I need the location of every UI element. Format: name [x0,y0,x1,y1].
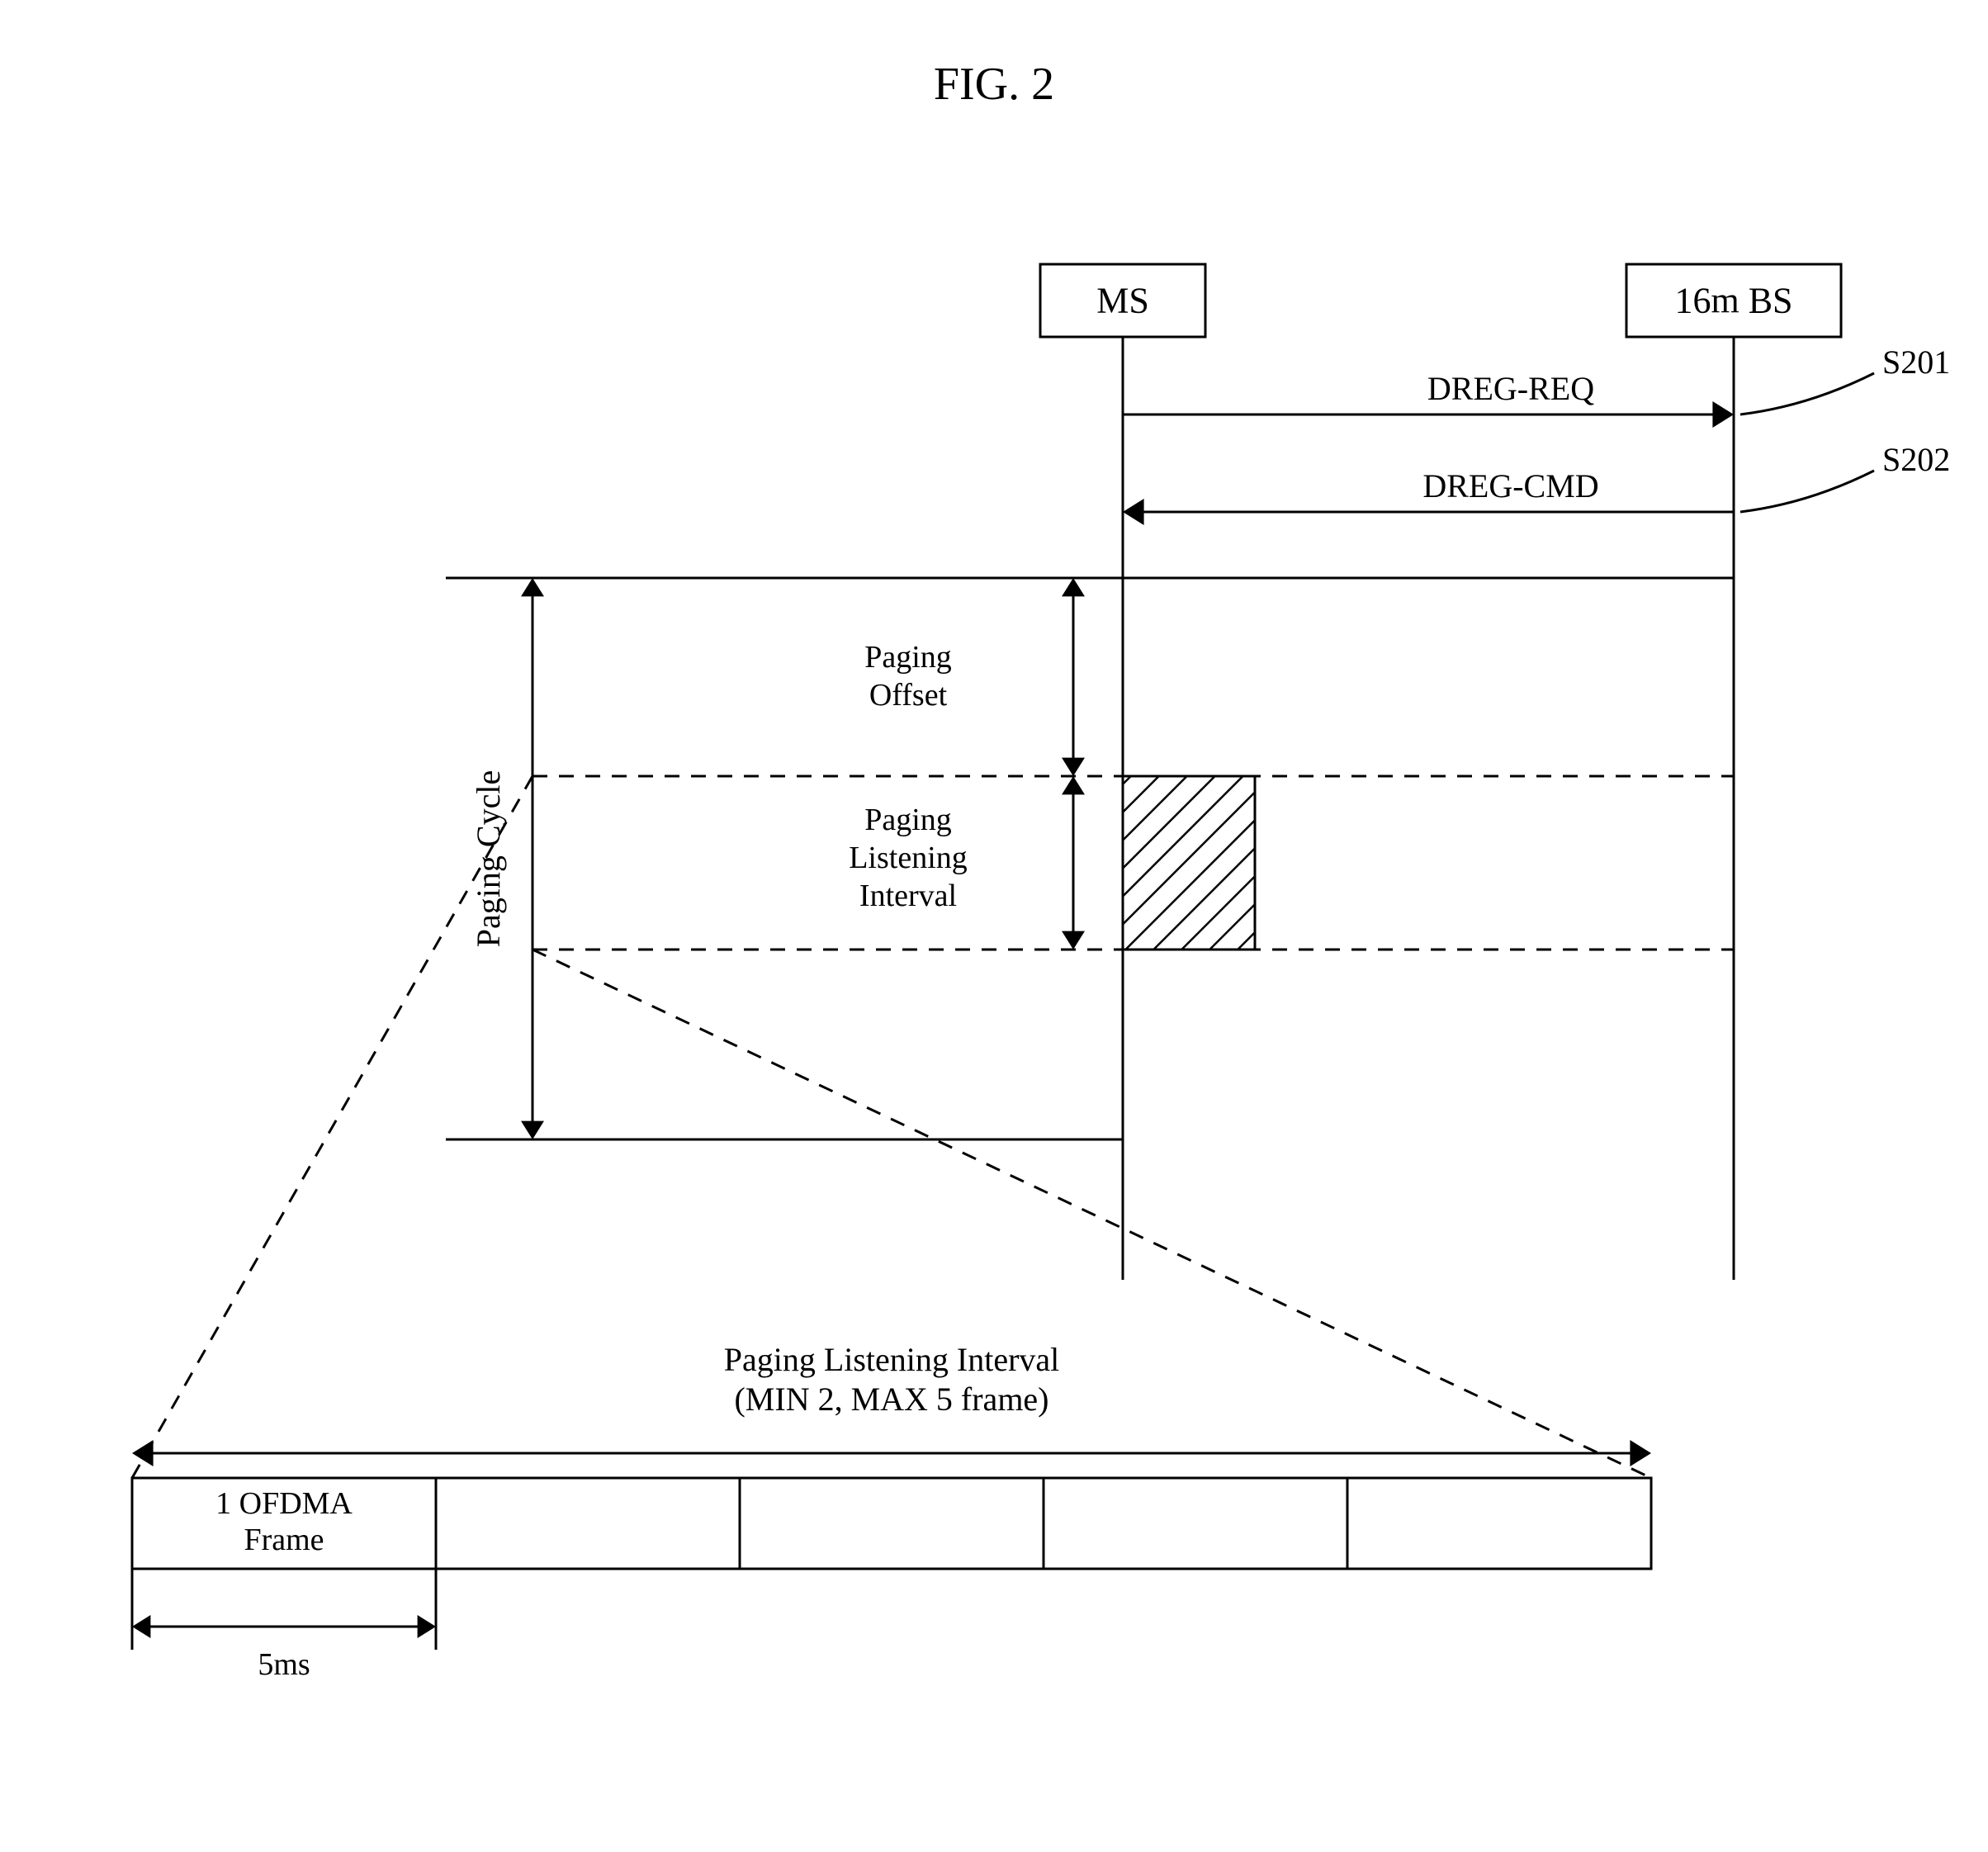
pli-label-3: Interval [859,879,957,913]
bs-label: 16m BS [1674,281,1792,321]
frame-row [132,1478,1651,1569]
step-s201: S201 [1882,343,1950,381]
proj-right [532,950,1651,1478]
frame-duration: 5ms [258,1647,310,1682]
arrowhead [418,1615,436,1638]
arrowhead [1062,776,1085,794]
pli-label-2: Listening [849,841,968,875]
arrowhead [1123,499,1144,525]
arrowhead [132,1615,150,1638]
arrowhead [1062,758,1085,776]
arrowhead [1630,1440,1651,1466]
arrowhead [1062,931,1085,950]
pli-detail-2: (MIN 2, MAX 5 frame) [734,1381,1048,1418]
arrowhead [521,1121,544,1139]
pli-hatch [1123,776,1255,950]
arrowhead [521,578,544,596]
paging-cycle-label: Paging Cycle [470,770,507,947]
frame-label-2: Frame [244,1523,324,1557]
pli-detail-1: Paging Listening Interval [724,1341,1060,1378]
frame-label-1: 1 OFDMA [215,1486,353,1521]
ms-label: MS [1096,281,1149,321]
callout-s201 [1740,373,1874,414]
arrowhead [132,1440,154,1466]
pli-label-1: Paging [864,803,952,837]
figure-title: FIG. 2 [934,59,1054,110]
arrowhead [1062,578,1085,596]
msg1-label: DREG-REQ [1427,370,1594,407]
arrowhead [1712,401,1734,428]
msg2-label: DREG-CMD [1422,467,1598,504]
callout-s202 [1740,471,1874,512]
paging-offset-label-2: Offset [869,678,948,713]
step-s202: S202 [1882,441,1950,478]
paging-offset-label-1: Paging [864,640,952,675]
